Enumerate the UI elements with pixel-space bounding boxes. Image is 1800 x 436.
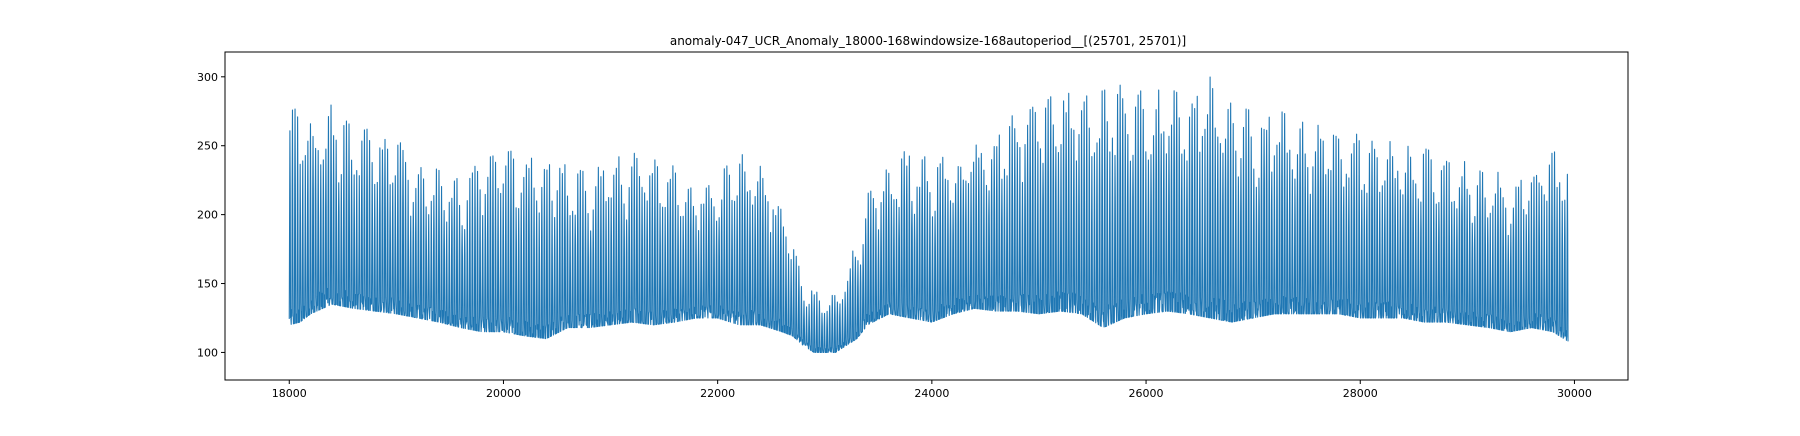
x-tick-label: 28000 [1343, 387, 1378, 400]
x-tick-label: 30000 [1557, 387, 1592, 400]
series-layer [288, 76, 1569, 353]
x-tick-label: 24000 [914, 387, 949, 400]
y-axis: 100 150 200 250 300 [197, 71, 225, 359]
x-tick-label: 26000 [1129, 387, 1164, 400]
x-tick-label: 18000 [272, 387, 307, 400]
x-axis: 18000 20000 22000 24000 26000 28000 30000 [272, 380, 1592, 400]
chart-title: anomaly-047_UCR_Anomaly_18000-168windows… [670, 34, 1186, 48]
y-tick-label: 250 [197, 140, 218, 153]
x-tick-label: 22000 [700, 387, 735, 400]
y-tick-label: 200 [197, 209, 218, 222]
y-tick-label: 150 [197, 278, 218, 291]
plot-frame [224, 51, 1629, 381]
x-tick-label: 20000 [486, 387, 521, 400]
series-line [288, 76, 1569, 353]
y-tick-label: 100 [197, 346, 218, 359]
y-tick-label: 300 [197, 71, 218, 84]
plot-area [225, 52, 1628, 380]
